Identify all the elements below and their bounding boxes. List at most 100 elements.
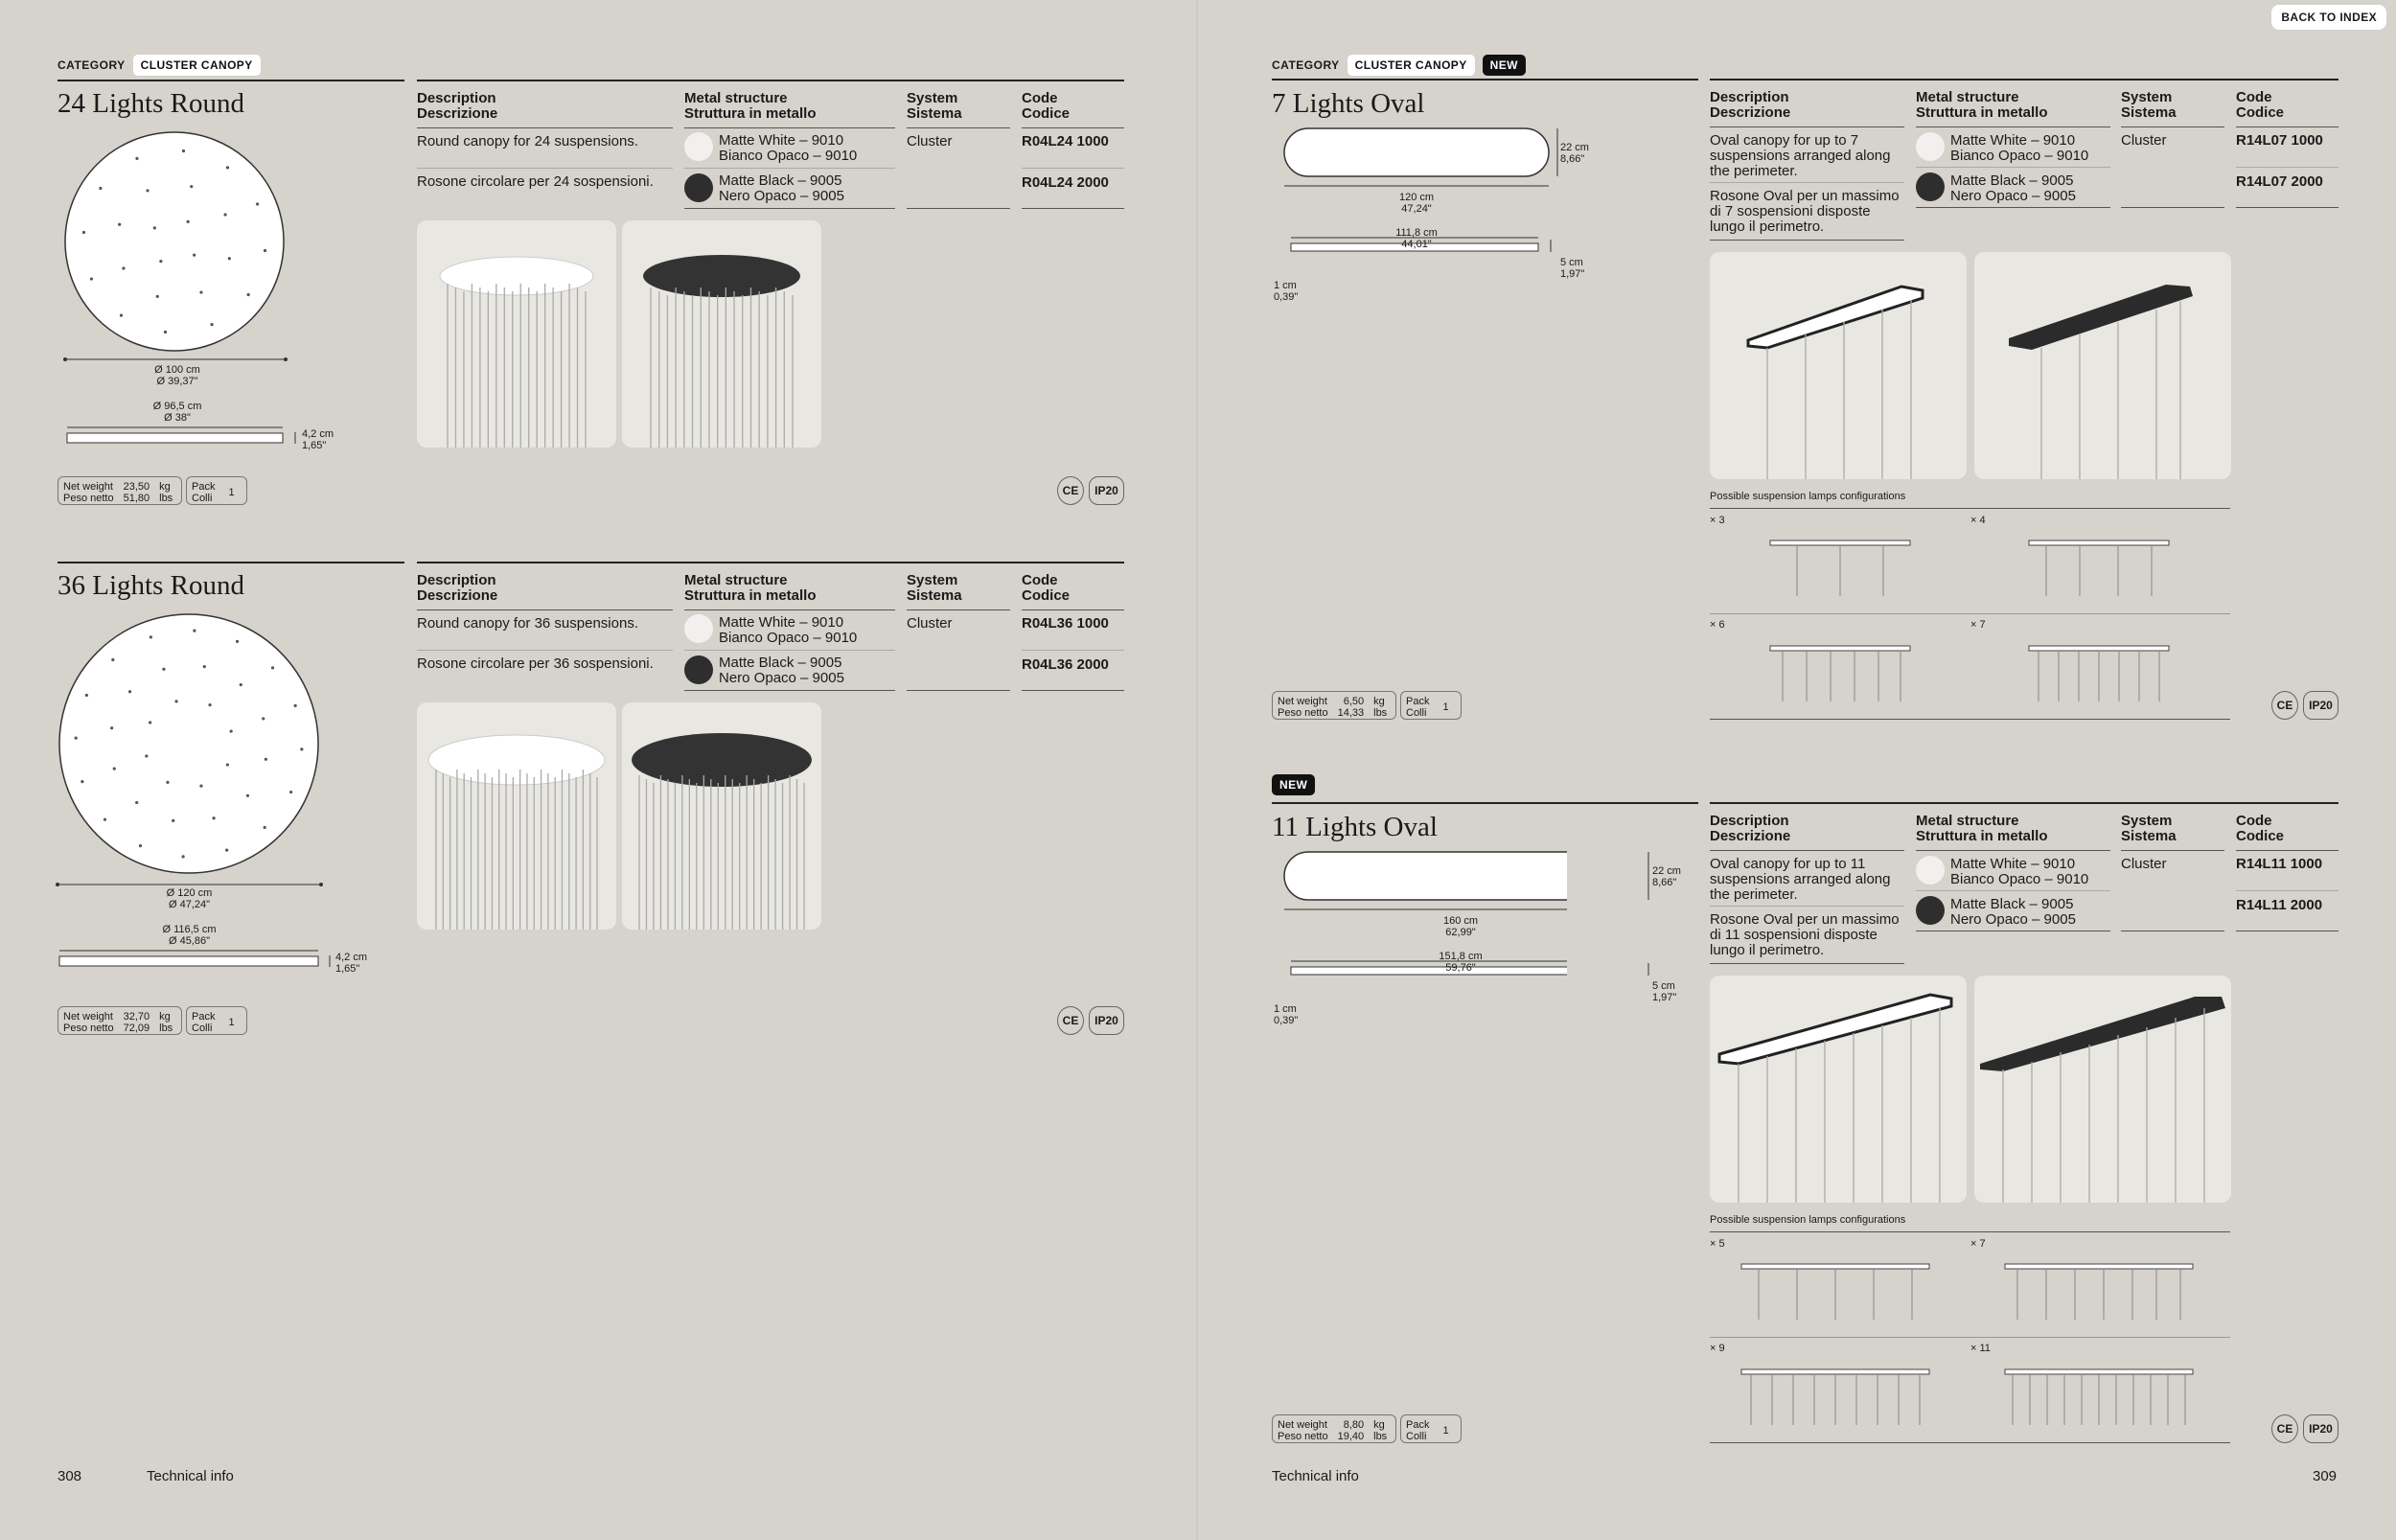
code-white[interactable]: R04L24 1000 bbox=[1022, 133, 1109, 149]
suspension-point bbox=[262, 717, 265, 721]
config-drawing-x11 bbox=[2004, 1368, 2194, 1425]
dim-spacing: 1 cm bbox=[1274, 1003, 1297, 1015]
suspension-point bbox=[166, 780, 170, 784]
config-label: Possible suspension lamps configurations bbox=[1710, 491, 1906, 502]
config-drawing-x7 bbox=[2004, 1263, 2194, 1320]
dim-diameter-in: Ø 47,24" bbox=[168, 899, 211, 910]
dim-arrows bbox=[1647, 852, 1649, 976]
code-white[interactable]: R14L11 1000 bbox=[2236, 856, 2323, 872]
finish-black: Matte Black – 9005 Nero Opaco – 9005 bbox=[719, 655, 844, 686]
product-title: 36 Lights Round bbox=[58, 570, 244, 601]
suspension-point bbox=[263, 825, 266, 830]
suspension-point bbox=[155, 294, 159, 298]
dim-thickness-in: 1,97" bbox=[1652, 992, 1677, 1003]
pack-box: Pack Colli 1 bbox=[1400, 1414, 1462, 1443]
swatch-black[interactable] bbox=[684, 173, 713, 202]
system-value: Cluster bbox=[907, 133, 953, 149]
col-metal: Metal structure Struttura in metallo bbox=[1916, 89, 2048, 121]
config-drawing-x7 bbox=[2028, 645, 2170, 701]
category-pill[interactable]: CLUSTER CANOPY bbox=[132, 55, 261, 76]
col-code: Code Codice bbox=[2236, 89, 2285, 121]
suspension-point bbox=[270, 666, 275, 670]
back-to-index-button[interactable]: BACK TO INDEX bbox=[2271, 5, 2386, 30]
footer-label-left[interactable]: Technical info bbox=[147, 1468, 234, 1484]
new-badge: NEW bbox=[1482, 55, 1526, 76]
system-value: Cluster bbox=[2121, 132, 2167, 149]
system-value: Cluster bbox=[2121, 856, 2167, 872]
suspension-point bbox=[246, 292, 250, 297]
suspension-point bbox=[225, 763, 229, 767]
col-description: Description Descrizione bbox=[1710, 813, 1791, 844]
ce-mark: CE bbox=[1057, 476, 1084, 505]
swatch-white[interactable] bbox=[1916, 132, 1945, 161]
side-profile-drawing bbox=[66, 426, 296, 444]
category-pill[interactable]: CLUSTER CANOPY bbox=[1347, 55, 1475, 76]
suspension-point bbox=[159, 260, 163, 264]
swatch-black[interactable] bbox=[1916, 896, 1945, 925]
swatch-white[interactable] bbox=[684, 132, 713, 161]
code-black[interactable]: R04L36 2000 bbox=[1022, 656, 1109, 673]
code-black[interactable]: R04L24 2000 bbox=[1022, 174, 1109, 191]
suspension-point bbox=[239, 682, 242, 687]
page-spine bbox=[1196, 0, 1198, 1540]
suspension-point bbox=[135, 800, 139, 805]
swatch-white[interactable] bbox=[684, 614, 713, 643]
code-black[interactable]: R14L07 2000 bbox=[2236, 173, 2323, 190]
dim-inner-in: 59,76" bbox=[1445, 962, 1476, 974]
dim-inner: 111,8 cm bbox=[1395, 227, 1438, 239]
suspension-point bbox=[146, 189, 150, 193]
category-label: CATEGORY bbox=[58, 58, 126, 72]
desc-it: Rosone circolare per 36 sospensioni. bbox=[417, 655, 654, 672]
suspension-point bbox=[119, 313, 124, 317]
suspension-point bbox=[264, 757, 267, 761]
col-code: Code Codice bbox=[2236, 813, 2285, 844]
dim-diameter-in: Ø 39,37" bbox=[156, 376, 198, 387]
product-36-lights-round: 36 Lights Round Ø 120 cm Ø 47,24" Ø 116,… bbox=[0, 559, 1188, 1057]
finish-white: Matte White – 9010 Bianco Opaco – 9010 bbox=[1950, 132, 2089, 164]
suspension-point bbox=[118, 222, 122, 226]
swatch-black[interactable] bbox=[684, 655, 713, 684]
weight-box: Net weight Peso netto 32,70 72,09 kg lbs bbox=[58, 1006, 182, 1035]
suspension-point bbox=[212, 816, 216, 820]
ip20-badge: IP20 bbox=[1089, 1006, 1124, 1035]
suspension-point bbox=[111, 657, 115, 662]
suspension-point bbox=[202, 665, 206, 669]
category-label: CATEGORY bbox=[1272, 58, 1340, 72]
product-title: 7 Lights Oval bbox=[1272, 88, 1425, 119]
config-x7: × 7 bbox=[1970, 1238, 1986, 1250]
finish-black: Matte Black – 9005 Nero Opaco – 9005 bbox=[1950, 896, 2076, 928]
config-drawing-x4 bbox=[2028, 540, 2170, 596]
suspension-point bbox=[245, 793, 250, 797]
col-system: System Sistema bbox=[2121, 813, 2177, 844]
weight-box: Net weight Peso netto 8,80 19,40 kg lbs bbox=[1272, 1414, 1396, 1443]
suspension-point bbox=[103, 817, 107, 821]
dim-spacing-in: 0,39" bbox=[1274, 291, 1299, 303]
code-black[interactable]: R14L11 2000 bbox=[2236, 897, 2323, 913]
product-title: 11 Lights Oval bbox=[1272, 812, 1438, 842]
finish-white: Matte White – 9010 Bianco Opaco – 9010 bbox=[719, 132, 858, 164]
code-white[interactable]: R04L36 1000 bbox=[1022, 615, 1109, 632]
col-system: System Sistema bbox=[907, 90, 962, 122]
pack-box: Pack Colli 1 bbox=[1400, 691, 1462, 720]
photo-white bbox=[1710, 252, 1967, 479]
category-header: CATEGORY CLUSTER CANOPY bbox=[58, 55, 261, 76]
suspension-point bbox=[174, 700, 178, 703]
config-x7: × 7 bbox=[1970, 619, 1986, 631]
suspension-point bbox=[181, 855, 185, 859]
suspension-point bbox=[149, 721, 152, 724]
suspension-point bbox=[208, 703, 212, 707]
dim-inner: 151,8 cm bbox=[1439, 951, 1483, 962]
weight-box: Net weight Peso netto 6,50 14,33 kg lbs bbox=[1272, 691, 1396, 720]
dim-height: 22 cm bbox=[1560, 142, 1589, 153]
dim-height-in: 8,66" bbox=[1652, 877, 1677, 888]
dim-width-in: 62,99" bbox=[1445, 927, 1476, 938]
col-metal: Metal structure Struttura in metallo bbox=[684, 90, 817, 122]
oval-canopy-drawing bbox=[1283, 127, 1558, 252]
swatch-black[interactable] bbox=[1916, 172, 1945, 201]
footer-label-right[interactable]: Technical info bbox=[1272, 1468, 1359, 1484]
photo-black bbox=[1974, 976, 2231, 1203]
code-white[interactable]: R14L07 1000 bbox=[2236, 132, 2323, 149]
swatch-white[interactable] bbox=[1916, 856, 1945, 885]
dim-diameter: Ø 120 cm bbox=[166, 887, 213, 899]
suspension-point bbox=[210, 323, 214, 327]
